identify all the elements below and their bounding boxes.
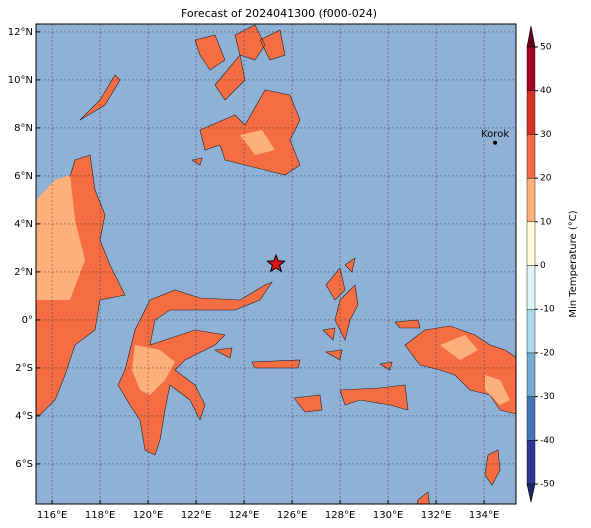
colorbar-tick-label: -50 — [540, 480, 555, 490]
colorbar-bin — [526, 352, 536, 397]
y-tick-label: 8°N — [14, 123, 33, 134]
colorbar-tick-label: 20 — [540, 174, 552, 184]
colorbar-bin — [526, 265, 536, 310]
y-tick-label: 6°N — [14, 171, 33, 182]
y-tick-label: 4°N — [14, 219, 33, 230]
y-tick-label: 10°N — [8, 75, 33, 86]
x-tick-label: 118°E — [85, 510, 115, 521]
colorbar-label: Min Temperature (°C) — [568, 210, 579, 317]
grid — [36, 24, 516, 504]
colorbar-bin — [526, 396, 536, 441]
frame — [35, 23, 517, 505]
colorbar-over — [526, 25, 536, 48]
colorbar-bin — [526, 46, 536, 91]
marker-star — [266, 253, 286, 273]
colorbar-tick-label: 10 — [540, 217, 552, 227]
x-tick-label: 130°E — [373, 510, 403, 521]
y-tick-label: 6°S — [15, 459, 33, 470]
x-tick-label: 120°E — [133, 510, 163, 521]
colorbar-bin — [526, 309, 536, 354]
colorbar-bin — [526, 221, 536, 266]
title: Forecast of 2024041300 (f000-024) — [181, 7, 377, 20]
x-tick-label: 126°E — [277, 510, 307, 521]
y-tick-label: 2°S — [15, 363, 33, 374]
x-tick-label: 124°E — [229, 510, 259, 521]
colorbar-bin — [526, 134, 536, 179]
colorbar-tick-label: -10 — [540, 305, 555, 315]
y-tick-label: 0° — [22, 315, 33, 326]
x-tick-label: 134°E — [469, 510, 499, 521]
x-tick-label: 116°E — [37, 510, 67, 521]
x-tick-label: 128°E — [325, 510, 355, 521]
colorbar-tick-label: -30 — [540, 392, 555, 402]
colorbar-bin — [526, 440, 536, 485]
x-tick-label: 132°E — [421, 510, 451, 521]
colorbar-bin — [526, 177, 536, 223]
x-tick-label: 122°E — [181, 510, 211, 521]
location-label: Korok — [481, 129, 509, 140]
y-tick-label: 12°N — [8, 27, 33, 38]
colorbar-tick-label: 30 — [540, 130, 552, 140]
colorbar-tick-label: -20 — [540, 348, 555, 358]
colorbar-tick-label: -40 — [540, 436, 555, 446]
colorbar-tick-label: 40 — [540, 86, 552, 96]
y-tick-label: 4°S — [15, 411, 33, 422]
location-dot — [493, 140, 498, 145]
colorbar-bin — [526, 90, 536, 135]
colorbar-tick-label: 0 — [540, 261, 546, 271]
colorbar-tick-label: 50 — [540, 43, 552, 53]
colorbar-under — [526, 483, 536, 503]
y-tick-label: 2°N — [14, 267, 33, 278]
land — [36, 24, 516, 504]
